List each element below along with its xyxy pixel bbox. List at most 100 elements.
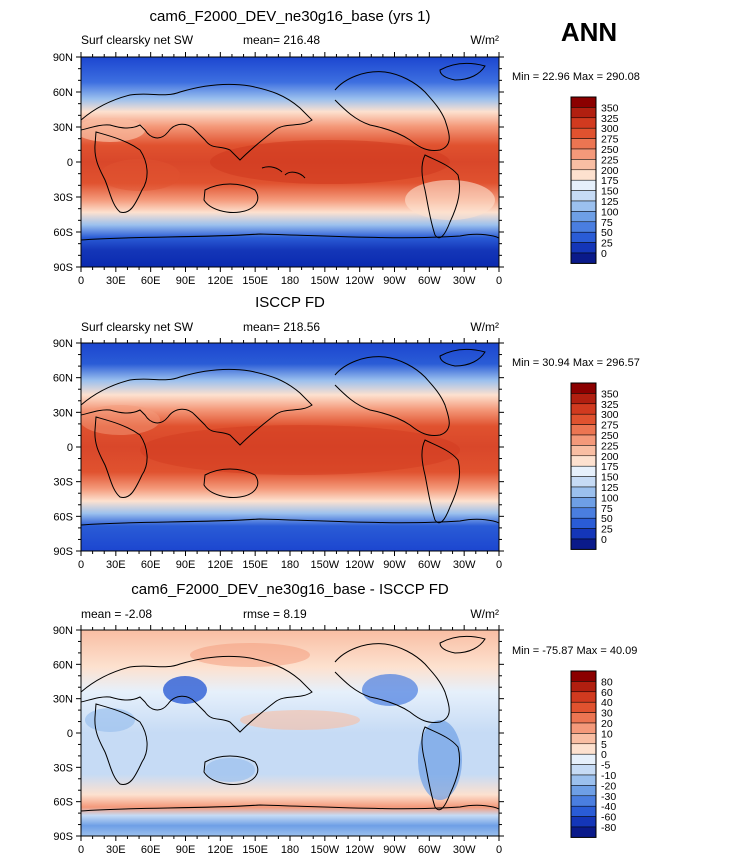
x-tick-label: 120W [345, 275, 374, 287]
x-tick-label: 90E [176, 844, 196, 856]
colorbar-label: 275 [601, 134, 619, 146]
x-tick-label: 0 [496, 559, 502, 571]
panel-title: ISCCP FD [255, 294, 325, 311]
x-tick-label: 90E [176, 275, 196, 287]
colorbar-swatch [570, 148, 597, 160]
colorbar-label: 75 [601, 217, 613, 229]
unit-label: W/m² [470, 33, 499, 47]
x-tick-label: 30W [453, 275, 476, 287]
x-tick-label: 120E [207, 275, 233, 287]
x-tick-label: 90W [383, 844, 406, 856]
colorbar-label: 200 [601, 451, 619, 463]
x-tick-label: 0 [496, 275, 502, 287]
colorbar-swatch [570, 670, 597, 682]
minmax-label: Min = 22.96 Max = 290.08 [512, 71, 640, 83]
colorbar-swatch [570, 138, 597, 150]
colorbar-swatch [570, 712, 597, 724]
colorbar-swatch [570, 701, 597, 713]
colorbar-swatch [570, 785, 597, 797]
x-tick-label: 0 [496, 844, 502, 856]
colorbar-label: 175 [601, 461, 619, 473]
rmse-label: rmse = 8.19 [243, 607, 307, 621]
colorbar-label: 75 [601, 503, 613, 515]
colorbar-swatch [570, 190, 597, 202]
map-field [81, 630, 499, 836]
colorbar-swatch [570, 805, 597, 817]
colorbar-swatch [570, 476, 597, 488]
colorbar-swatch [570, 455, 597, 467]
colorbar-label: 200 [601, 165, 619, 177]
colorbar-label: -80 [601, 822, 616, 834]
x-tick-label: 60E [141, 559, 161, 571]
colorbar-swatch [570, 681, 597, 693]
colorbar-label: 100 [601, 206, 619, 218]
map-field [81, 343, 499, 551]
x-tick-label: 150E [242, 559, 268, 571]
colorbar-swatch [570, 200, 597, 212]
colorbar-swatch [570, 691, 597, 703]
colorbar-swatch [570, 231, 597, 243]
colorbar-label: 300 [601, 123, 619, 135]
colorbar-label: -10 [601, 770, 616, 782]
x-tick-label: 150E [242, 844, 268, 856]
x-tick-label: 30E [106, 844, 126, 856]
x-tick-label: 90W [383, 559, 406, 571]
y-tick-label: 0 [67, 728, 73, 740]
panel-difference: cam6_F2000_DEV_ne30g16_base - ISCCP FD m… [53, 581, 638, 856]
x-tick-label: 180 [281, 844, 299, 856]
colorbar-swatch [570, 528, 597, 540]
x-tick-label: 30W [453, 844, 476, 856]
colorbar-label: 250 [601, 144, 619, 156]
colorbar-swatch [570, 465, 597, 477]
panel-obs: ISCCP FD Surf clearsky net SW mean= 218.… [53, 294, 640, 571]
minmax-label: Min = 30.94 Max = 296.57 [512, 357, 640, 369]
x-tick-label: 0 [78, 844, 84, 856]
mean-label: mean= 216.48 [243, 33, 320, 47]
x-tick-label: 120E [207, 844, 233, 856]
x-tick-label: 180 [281, 559, 299, 571]
y-tick-label: 90N [53, 625, 73, 637]
colorbar-label: 60 [601, 687, 613, 699]
x-tick-label: 60E [141, 275, 161, 287]
unit-label: W/m² [470, 607, 499, 621]
x-tick-label: 30W [453, 559, 476, 571]
coastlines [81, 348, 499, 526]
x-tick-label: 150E [242, 275, 268, 287]
colorbar-label: 0 [601, 534, 607, 546]
colorbar-swatch [570, 127, 597, 139]
colorbar-swatch [570, 413, 597, 425]
y-tick-label: 0 [67, 157, 73, 169]
colorbar-swatch [570, 538, 597, 550]
minmax-label: Min = -75.87 Max = 40.09 [512, 645, 637, 657]
colorbar-label: 275 [601, 420, 619, 432]
colorbar-label: -5 [601, 760, 610, 772]
colorbar-swatch [570, 221, 597, 233]
mean-label: mean= 218.56 [243, 320, 320, 334]
coastlines [81, 635, 499, 812]
colorbar-label: 325 [601, 113, 619, 125]
colorbar-label: -30 [601, 791, 616, 803]
colorbar-label: 0 [601, 749, 607, 761]
y-tick-label: 30S [53, 762, 73, 774]
colorbar-swatch [570, 816, 597, 828]
x-tick-label: 0 [78, 275, 84, 287]
variable-label: Surf clearsky net SW [81, 33, 194, 47]
colorbar-label: 350 [601, 388, 619, 400]
x-tick-label: 60W [418, 844, 441, 856]
y-tick-label: 60S [53, 797, 73, 809]
x-tick-label: 120W [345, 844, 374, 856]
colorbar-swatch [570, 486, 597, 498]
colorbar-label: -20 [601, 780, 616, 792]
x-tick-label: 60E [141, 844, 161, 856]
panel-title: cam6_F2000_DEV_ne30g16_base - ISCCP FD [131, 581, 449, 598]
colorbar-swatch [570, 764, 597, 776]
colorbar-label: 0 [601, 248, 607, 260]
colorbar-swatch [570, 242, 597, 254]
panel-title: cam6_F2000_DEV_ne30g16_base (yrs 1) [149, 8, 430, 25]
x-tick-label: 120E [207, 559, 233, 571]
colorbar-swatch [570, 382, 597, 394]
x-tick-label: 120W [345, 559, 374, 571]
y-tick-label: 60N [53, 659, 73, 671]
variable-label: Surf clearsky net SW [81, 320, 194, 334]
